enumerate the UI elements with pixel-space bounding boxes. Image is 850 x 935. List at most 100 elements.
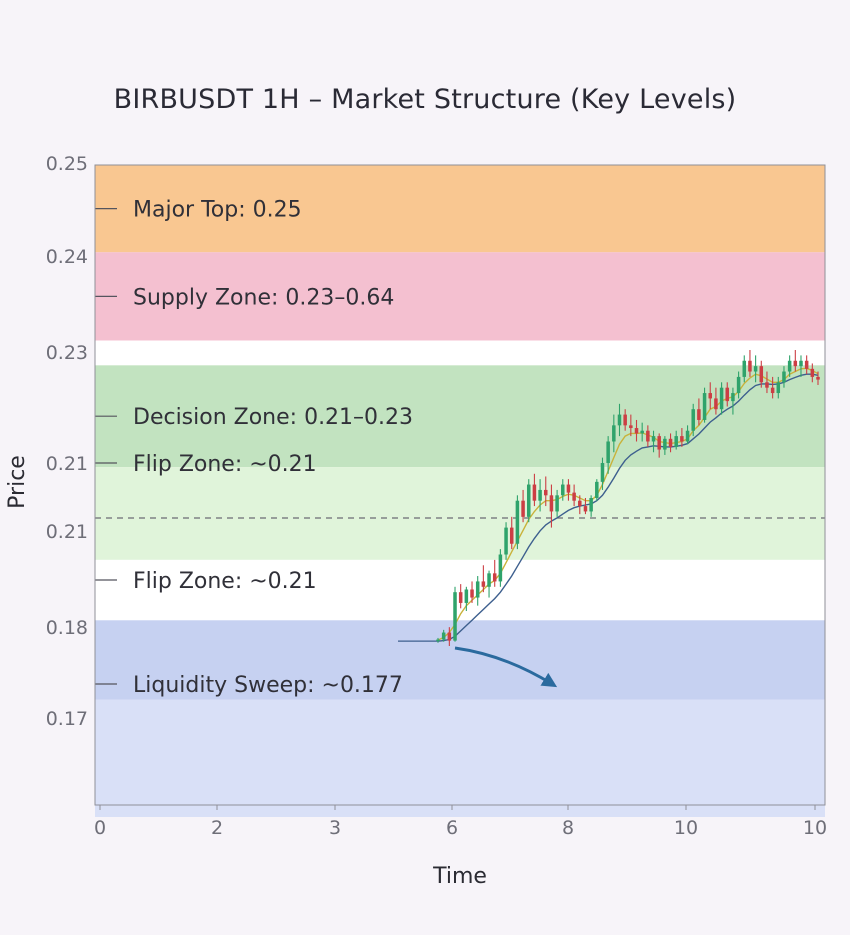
candle-body bbox=[487, 573, 491, 587]
y-tick-label: 0.24 bbox=[46, 246, 88, 268]
candle-body bbox=[719, 387, 724, 410]
candle-body bbox=[634, 428, 639, 434]
candle-body bbox=[646, 430, 650, 442]
candle-body bbox=[441, 632, 446, 640]
zone-label: Decision Zone: 0.21–0.23 bbox=[133, 405, 413, 430]
candle bbox=[458, 584, 463, 609]
y-tick-label: 0.25 bbox=[46, 153, 88, 175]
candle bbox=[736, 371, 741, 399]
zone-band bbox=[95, 165, 825, 253]
candle-body bbox=[453, 592, 457, 641]
candle-body bbox=[458, 592, 463, 603]
candle bbox=[691, 403, 695, 437]
candle bbox=[583, 498, 588, 515]
candle-body bbox=[470, 589, 474, 598]
candle-body bbox=[447, 632, 452, 641]
candle bbox=[492, 559, 497, 587]
candle-body bbox=[600, 463, 605, 482]
candle bbox=[799, 355, 803, 377]
candle bbox=[447, 627, 452, 646]
ema-slow-line bbox=[437, 373, 819, 642]
candle bbox=[544, 476, 548, 507]
candle-body bbox=[787, 360, 792, 372]
candle-body bbox=[509, 527, 514, 544]
candle-body bbox=[725, 387, 730, 402]
candle-body bbox=[714, 398, 718, 410]
candle-body bbox=[521, 500, 525, 517]
candle-body bbox=[708, 393, 712, 399]
candle bbox=[680, 428, 684, 447]
candle-body bbox=[549, 495, 554, 512]
candle bbox=[708, 382, 712, 410]
zone-band bbox=[95, 252, 825, 341]
candle-body bbox=[475, 581, 480, 598]
zone-label: Liquidity Sweep: ~0.177 bbox=[133, 673, 403, 698]
candle bbox=[748, 350, 752, 377]
candle-body bbox=[526, 484, 531, 517]
candle-body bbox=[578, 500, 582, 507]
candle bbox=[685, 425, 690, 445]
candle-body bbox=[691, 409, 695, 431]
candle-body bbox=[583, 506, 588, 512]
y-tick-label: 0.18 bbox=[46, 617, 88, 639]
candle-body bbox=[544, 489, 548, 496]
candle-body bbox=[663, 438, 667, 450]
candle-body bbox=[492, 573, 497, 582]
candle bbox=[776, 376, 781, 399]
candle bbox=[804, 355, 809, 375]
y-tick-label: 0.21 bbox=[46, 521, 88, 543]
candle bbox=[753, 355, 758, 383]
x-tick-label: 10 bbox=[674, 817, 698, 839]
candle-body bbox=[657, 436, 661, 450]
candle bbox=[521, 489, 525, 523]
candle bbox=[725, 382, 730, 407]
y-tick-label: 0.21 bbox=[46, 453, 88, 475]
x-tick-label: 0 bbox=[94, 817, 106, 839]
candle-body bbox=[640, 430, 644, 434]
candle bbox=[793, 350, 798, 372]
candle bbox=[714, 387, 718, 415]
candle bbox=[629, 414, 633, 437]
candle-body bbox=[765, 382, 769, 388]
candle-body bbox=[651, 436, 656, 442]
candle-body bbox=[436, 639, 440, 642]
candle-body bbox=[595, 481, 599, 498]
candle bbox=[464, 586, 469, 612]
candle-body bbox=[759, 366, 764, 383]
candle-body bbox=[804, 360, 809, 369]
candle-body bbox=[793, 360, 798, 367]
candle-body bbox=[481, 581, 486, 587]
candle-body bbox=[748, 360, 752, 372]
candle bbox=[657, 433, 661, 458]
candle bbox=[566, 479, 571, 501]
candle-body bbox=[736, 376, 741, 394]
x-tick-label: 3 bbox=[329, 817, 341, 839]
candle bbox=[765, 371, 769, 394]
candle-body bbox=[629, 425, 633, 429]
candle bbox=[742, 355, 747, 383]
zone-band bbox=[95, 699, 825, 817]
x-tick-label: 10 bbox=[803, 817, 827, 839]
candle bbox=[572, 484, 576, 507]
candle bbox=[617, 403, 622, 437]
candle bbox=[787, 355, 792, 377]
candle-body bbox=[555, 495, 559, 512]
candle bbox=[702, 387, 707, 423]
candle bbox=[453, 586, 457, 642]
candle bbox=[481, 565, 486, 593]
candle bbox=[668, 433, 673, 453]
y-tick-label: 0.17 bbox=[46, 708, 88, 730]
candle-body bbox=[702, 393, 707, 420]
candle-body bbox=[538, 489, 542, 501]
candle bbox=[595, 479, 599, 501]
candle bbox=[759, 360, 764, 388]
candle bbox=[526, 479, 531, 523]
candle bbox=[600, 457, 605, 490]
y-axis-title: Price bbox=[5, 455, 30, 509]
candle-body bbox=[504, 527, 508, 555]
zone-band bbox=[95, 620, 825, 700]
zone-label: Flip Zone: ~0.21 bbox=[133, 452, 317, 477]
candle-body bbox=[742, 360, 747, 377]
x-tick-label: 8 bbox=[562, 817, 574, 839]
